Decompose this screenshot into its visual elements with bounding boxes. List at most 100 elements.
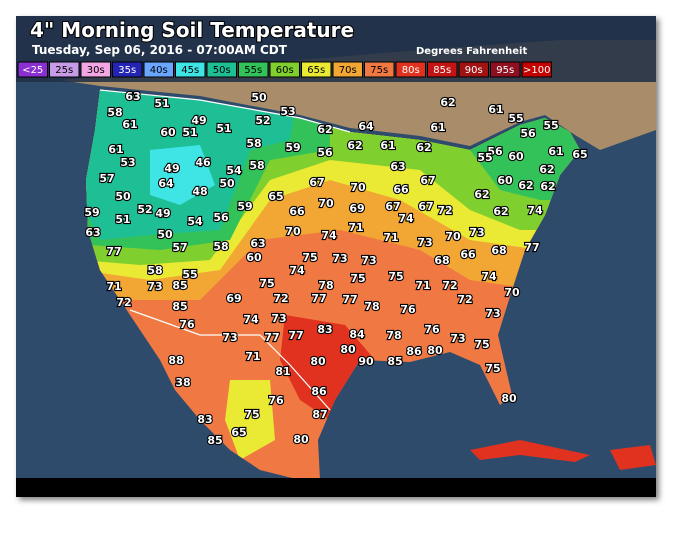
station-value: 75: [259, 277, 274, 290]
station-value: 66: [460, 248, 476, 261]
station-value: 84: [349, 328, 365, 341]
legend-label: 30s: [87, 65, 105, 76]
station-value: 56: [520, 127, 536, 140]
station-value: 62: [440, 96, 455, 109]
station-value: 59: [237, 200, 252, 213]
station-value: 72: [273, 292, 288, 305]
station-value: 73: [147, 280, 162, 293]
station-value: 64: [158, 177, 174, 190]
legend-label: 75s: [370, 65, 388, 76]
station-value: 50: [157, 228, 173, 241]
legend-label: 40s: [150, 65, 168, 76]
station-value: 80: [310, 355, 326, 368]
station-value: 52: [255, 114, 270, 127]
station-value: 78: [386, 329, 401, 342]
station-value: 77: [342, 293, 357, 306]
station-value: 63: [250, 237, 265, 250]
station-value: 85: [207, 434, 222, 447]
station-value: 76: [179, 318, 195, 331]
station-value: 71: [245, 350, 260, 363]
legend-swatch: [332, 61, 363, 78]
station-value: 80: [293, 433, 309, 446]
station-value: 62: [539, 163, 554, 176]
station-value: 75: [244, 408, 259, 421]
station-value: 62: [317, 123, 332, 136]
station-value: 81: [275, 365, 290, 378]
station-value: 67: [385, 200, 400, 213]
station-value: 73: [469, 226, 484, 239]
station-value: 90: [358, 355, 374, 368]
station-value: 51: [182, 126, 197, 139]
station-value: 56: [317, 146, 333, 159]
station-value: 60: [508, 150, 524, 163]
title: 4" Morning Soil Temperature: [30, 18, 354, 42]
station-value: 54: [187, 215, 203, 228]
station-value: 75: [474, 338, 489, 351]
station-value: 77: [524, 241, 539, 254]
station-value: 65: [268, 190, 283, 203]
station-value: 53: [120, 156, 135, 169]
station-value: 77: [311, 292, 326, 305]
station-value: 71: [348, 221, 363, 234]
station-value: 86: [406, 345, 422, 358]
legend-swatch: [80, 61, 111, 78]
legend-label: 80s: [402, 65, 420, 76]
station-value: 71: [383, 231, 398, 244]
station-value: 70: [285, 225, 301, 238]
legend-swatch: [175, 61, 206, 78]
legend-swatch: [301, 61, 332, 78]
station-value: 71: [415, 279, 430, 292]
station-value: 48: [192, 185, 207, 198]
station-value: 73: [361, 254, 376, 267]
station-value: 73: [485, 307, 500, 320]
legend-swatch: [206, 61, 237, 78]
station-value: 68: [491, 244, 506, 257]
station-value: 70: [318, 197, 334, 210]
station-value: 74: [527, 204, 543, 217]
legend-label: >100: [523, 65, 550, 76]
station-value: 77: [106, 245, 121, 258]
station-value: 57: [172, 241, 187, 254]
station-value: 51: [154, 97, 169, 110]
legend-label: 90s: [465, 65, 483, 76]
station-value: 56: [487, 145, 503, 158]
footer-band: [16, 478, 656, 497]
station-value: 69: [226, 292, 241, 305]
station-value: 51: [115, 213, 130, 226]
station-value: 61: [430, 121, 445, 134]
station-value: 52: [137, 203, 152, 216]
station-value: 65: [231, 426, 246, 439]
legend-label: 70s: [339, 65, 357, 76]
station-value: 58: [249, 159, 264, 172]
station-value: 78: [364, 300, 379, 313]
legend-label: 25s: [55, 65, 73, 76]
station-value: 70: [445, 230, 461, 243]
station-value: 61: [548, 145, 563, 158]
station-value: 58: [147, 264, 162, 277]
station-value: 72: [437, 204, 452, 217]
station-value: 49: [191, 114, 206, 127]
station-value: 62: [416, 141, 431, 154]
station-value: 62: [474, 188, 489, 201]
station-value: 85: [387, 355, 402, 368]
legend-swatch: [143, 61, 174, 78]
station-value: 76: [268, 394, 284, 407]
legend-swatch: [49, 61, 80, 78]
subtitle: Tuesday, Sep 06, 2016 - 07:00AM CDT: [32, 43, 288, 57]
cuba: [470, 440, 590, 462]
legend-label: 50s: [213, 65, 231, 76]
station-value: 51: [216, 122, 231, 135]
station-value: 74: [481, 270, 497, 283]
station-value: 61: [380, 139, 395, 152]
station-value: 68: [434, 254, 449, 267]
station-value: 56: [213, 211, 229, 224]
legend-label: 85s: [433, 65, 451, 76]
station-value: 38: [175, 376, 190, 389]
station-value: 65: [572, 148, 587, 161]
station-value: 69: [349, 202, 364, 215]
station-value: 67: [309, 176, 324, 189]
legend-label: 60s: [276, 65, 294, 76]
station-value: 87: [312, 408, 327, 421]
